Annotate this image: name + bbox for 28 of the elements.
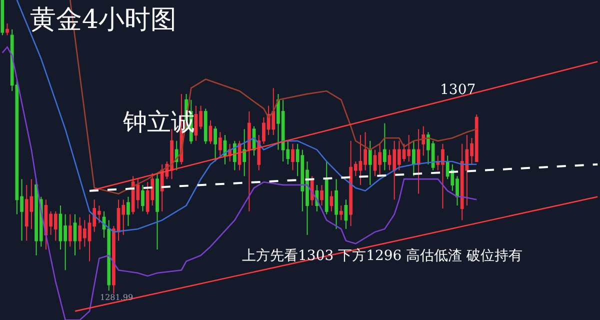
candlestick — [214, 126, 218, 162]
candlestick — [339, 205, 343, 221]
candlestick — [6, 22, 9, 36]
candlestick — [242, 128, 246, 177]
candlestick — [324, 160, 328, 215]
annotation: 1307 — [440, 82, 476, 98]
candlestick — [73, 214, 77, 256]
candlestick — [291, 143, 294, 171]
candlestick — [204, 108, 208, 144]
candlestick — [382, 122, 386, 171]
candlestick — [368, 140, 372, 186]
candlestick — [156, 172, 159, 250]
candlestick — [126, 196, 130, 227]
candlestick — [416, 128, 420, 194]
candlestick — [334, 178, 338, 230]
candlestick — [68, 214, 72, 248]
candlestick — [218, 132, 222, 156]
candlestick — [248, 111, 251, 212]
candlestick — [412, 140, 416, 177]
candlestick — [141, 184, 144, 212]
candlestick — [330, 190, 334, 212]
candlestick — [223, 134, 227, 165]
candlestick — [0, 0, 4, 36]
annotation: 1281.99 — [100, 293, 134, 302]
candlestick — [344, 199, 348, 230]
candlestick — [320, 184, 324, 206]
candlestick — [208, 120, 212, 144]
candlestick — [422, 126, 426, 156]
